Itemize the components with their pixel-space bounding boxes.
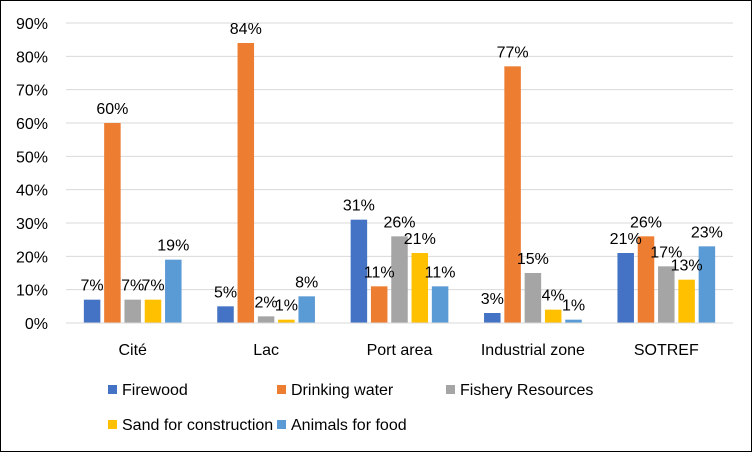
bar xyxy=(524,273,542,323)
data-label: 21% xyxy=(610,231,642,248)
legend-swatch xyxy=(446,385,455,394)
bars xyxy=(83,43,716,323)
y-axis: 0% 10% 20% 30% 40% 50% 60% 70% 80% 90% xyxy=(16,16,48,333)
data-label: 26% xyxy=(630,214,662,231)
data-label: 13% xyxy=(671,258,703,275)
y-tick-label: 70% xyxy=(16,83,48,100)
data-label: 84% xyxy=(230,21,262,38)
legend: Firewood Drinking water Fishery Resources S… xyxy=(108,382,593,434)
legend-swatch xyxy=(108,385,117,394)
bar xyxy=(411,253,429,323)
data-label: 60% xyxy=(96,101,128,118)
bar xyxy=(350,219,368,323)
y-tick-label: 80% xyxy=(16,49,48,66)
data-label: 21% xyxy=(404,231,436,248)
y-tick-label: 90% xyxy=(16,16,48,33)
y-tick-label: 0% xyxy=(25,316,48,333)
data-label: 15% xyxy=(517,251,549,268)
category-label: Port area xyxy=(367,342,433,359)
bar xyxy=(257,316,275,323)
data-label: 1% xyxy=(275,298,298,315)
y-tick-label: 10% xyxy=(16,283,48,300)
data-label: 7% xyxy=(81,278,104,295)
data-labels: 7%60%7%7%19%5%84%2%1%8%31%11%26%21%11%3%… xyxy=(81,21,723,315)
category-label: SOTREF xyxy=(634,342,699,359)
legend-label: Firewood xyxy=(122,382,188,399)
bar xyxy=(637,236,655,323)
data-label: 77% xyxy=(497,44,529,61)
bar xyxy=(237,43,255,323)
y-tick-label: 60% xyxy=(16,116,48,133)
data-label: 5% xyxy=(214,284,237,301)
bar xyxy=(217,306,234,323)
bar xyxy=(698,246,716,323)
legend-swatch xyxy=(277,420,286,429)
y-tick-label: 20% xyxy=(16,249,48,266)
bar xyxy=(144,299,162,323)
data-label: 17% xyxy=(650,244,682,261)
legend-swatch xyxy=(277,385,286,394)
data-label: 23% xyxy=(691,224,723,241)
gridlines xyxy=(66,22,733,291)
data-label: 8% xyxy=(295,274,318,291)
data-label: 7% xyxy=(141,278,164,295)
data-label: 19% xyxy=(157,238,189,255)
data-label: 7% xyxy=(121,278,144,295)
data-label: 11% xyxy=(364,264,395,281)
bar xyxy=(544,309,562,323)
data-label: 1% xyxy=(562,298,585,315)
data-label: 26% xyxy=(383,214,415,231)
category-label: Cité xyxy=(118,342,147,359)
bar xyxy=(565,319,582,323)
data-label: 4% xyxy=(542,288,565,305)
bar xyxy=(298,296,315,323)
y-tick-label: 50% xyxy=(16,149,48,166)
data-label: 11% xyxy=(425,264,456,281)
y-tick-label: 40% xyxy=(16,183,48,200)
bar xyxy=(484,313,501,323)
bar xyxy=(504,66,521,323)
legend-label: Fishery Resources xyxy=(460,382,593,399)
bar xyxy=(165,259,182,323)
category-label: Industrial zone xyxy=(481,342,585,359)
y-tick-label: 30% xyxy=(16,216,48,233)
bar xyxy=(617,253,634,323)
data-label: 2% xyxy=(255,294,278,311)
bar xyxy=(431,286,449,323)
bar xyxy=(124,299,141,323)
legend-label: Drinking water xyxy=(291,382,394,399)
bar xyxy=(658,266,675,323)
data-label: 3% xyxy=(481,291,504,308)
bar xyxy=(278,319,295,323)
bar xyxy=(104,123,121,323)
bar xyxy=(678,279,695,323)
category-label: Lac xyxy=(253,342,279,359)
legend-swatch xyxy=(108,420,117,429)
bar xyxy=(83,299,101,323)
x-axis: Cité Lac Port area Industrial zone SOTREF xyxy=(66,322,733,359)
data-label: 31% xyxy=(343,198,375,215)
bar xyxy=(391,236,408,323)
legend-label: Sand for construction xyxy=(122,417,273,434)
legend-label: Animals for food xyxy=(291,417,407,434)
bar xyxy=(370,286,388,323)
